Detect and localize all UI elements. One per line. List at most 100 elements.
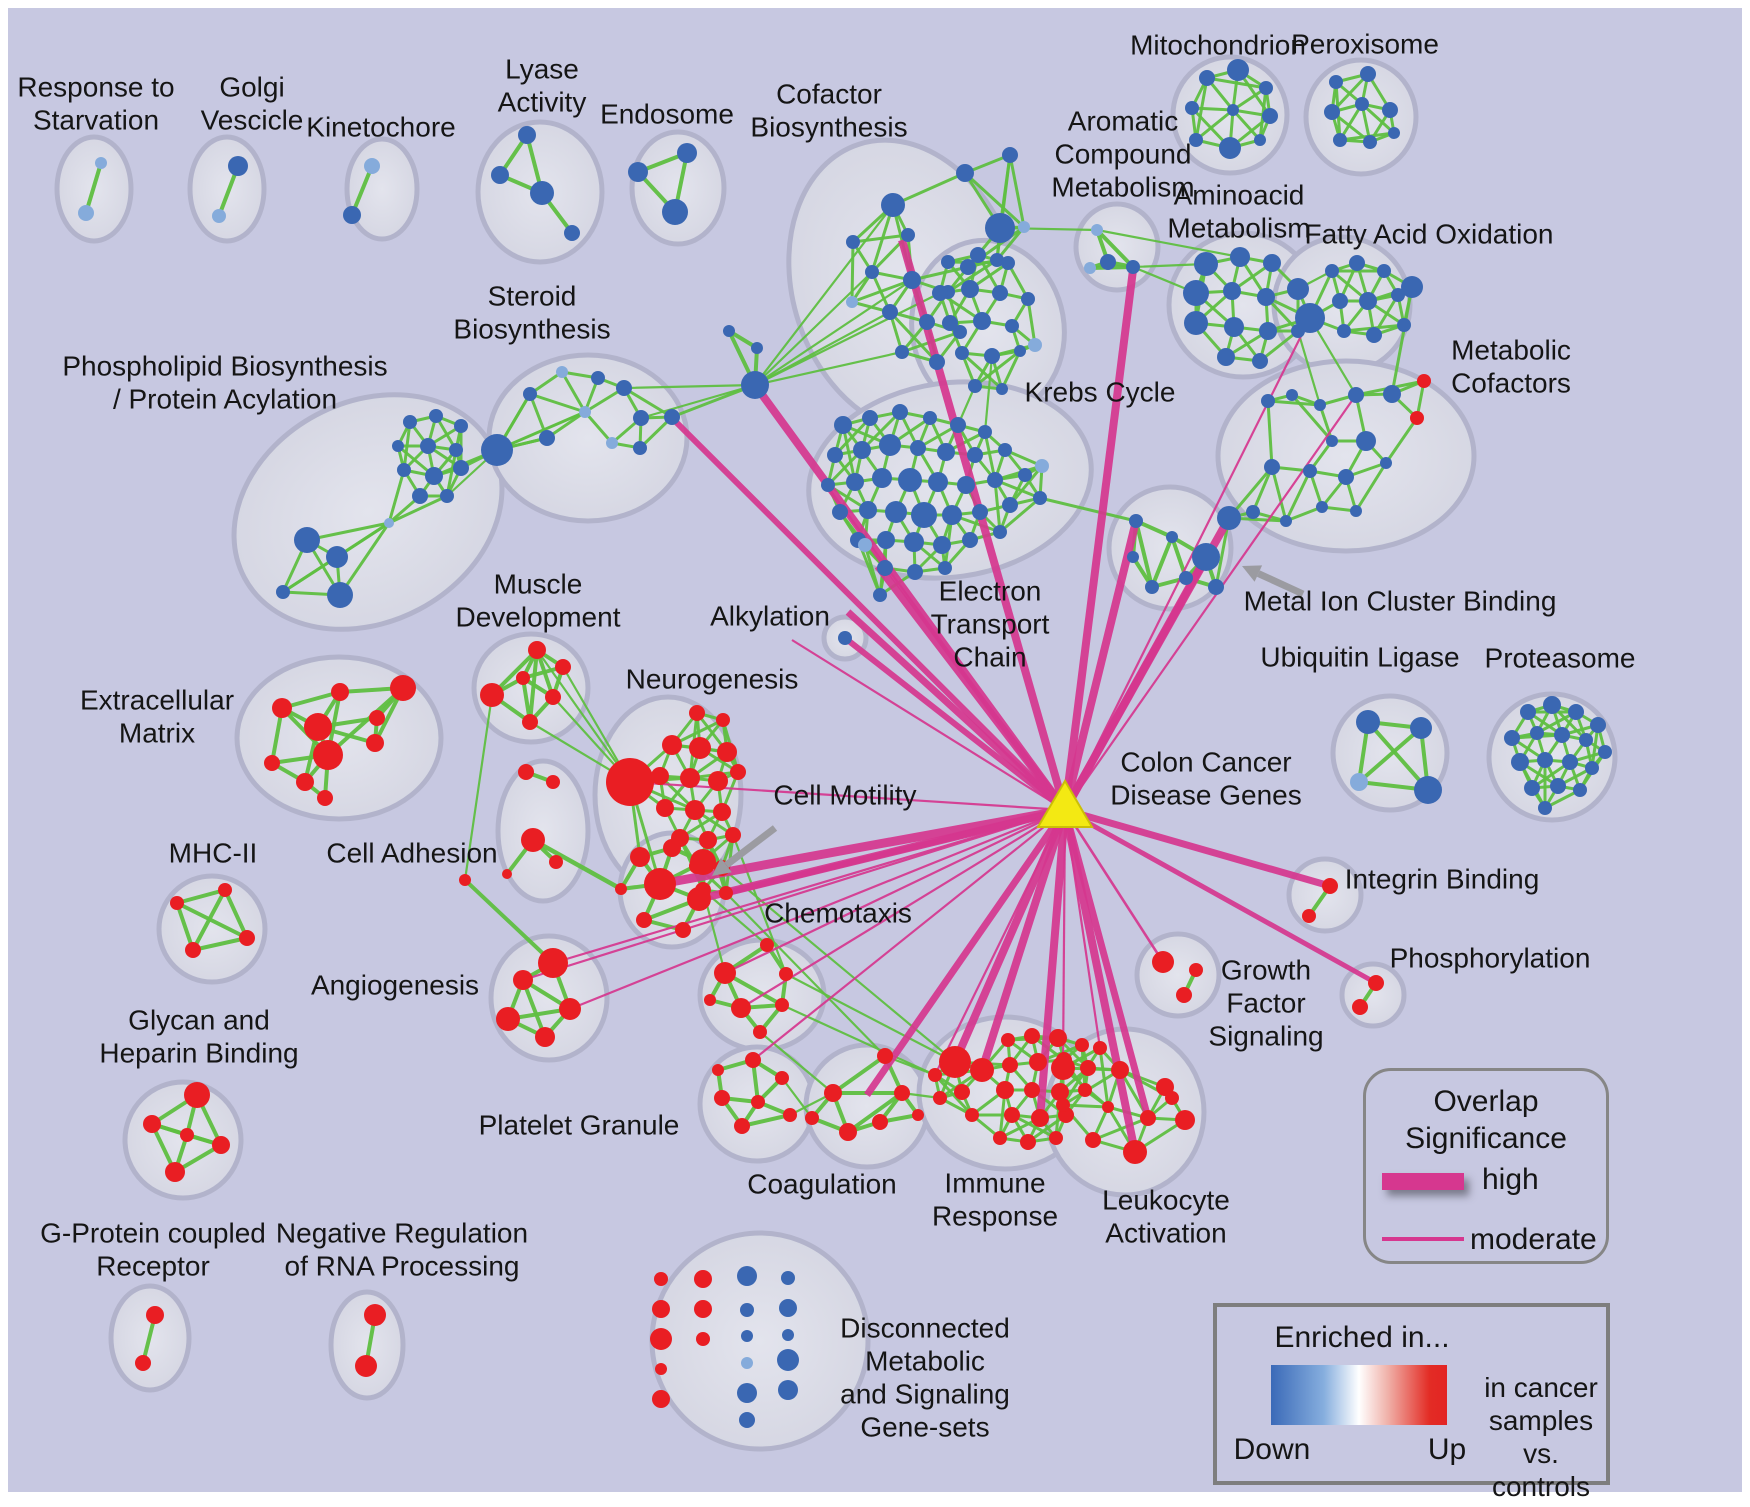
gene-set-node: [954, 1084, 970, 1100]
cluster-metabolic-cofactors: [1215, 358, 1477, 554]
gene-set-node: [714, 1090, 730, 1106]
gene-set-node: [1166, 531, 1178, 543]
gene-set-node: [937, 443, 955, 461]
gene-set-node: [846, 473, 864, 491]
gene-set-node: [1194, 252, 1218, 276]
gene-set-node: [928, 1068, 942, 1082]
green-edge: [463, 693, 494, 882]
green-edge: [740, 1113, 792, 1128]
gene-set-node: [910, 440, 926, 456]
gene-set-node: [1184, 311, 1208, 335]
gene-set-node: [1051, 1083, 1069, 1101]
gene-set-node: [1383, 385, 1401, 403]
label-aminoacid-metabolism: Metabolism: [1167, 212, 1310, 243]
gene-set-node: [1033, 491, 1047, 505]
gene-set-node: [662, 199, 688, 225]
green-edge: [850, 240, 855, 304]
gene-set-node: [928, 472, 948, 492]
gene-set-node: [865, 265, 879, 279]
green-edge: [963, 171, 1026, 229]
gene-set-node: [420, 438, 436, 454]
green-edge: [973, 349, 1022, 388]
gene-set-node: [628, 162, 648, 182]
gene-set-node: [523, 387, 537, 401]
gene-set-node: [1257, 288, 1275, 306]
green-edge: [1134, 519, 1154, 589]
nodes-growth-factor-signaling: [1152, 951, 1203, 1003]
gene-set-node: [730, 764, 746, 780]
gene-set-node: [403, 415, 417, 429]
green-edge: [995, 225, 1026, 262]
nodes-cell-adhesion: [502, 764, 563, 879]
gene-set-node: [898, 468, 922, 492]
gene-set-node: [491, 166, 509, 184]
green-edge: [84, 161, 103, 215]
label-cofactor-biosynthesis: Cofactor: [776, 78, 882, 109]
gene-set-node: [1185, 101, 1199, 115]
gene-set-node: [694, 1300, 712, 1318]
gene-set-node: [751, 342, 763, 354]
gene-set-node: [1189, 133, 1203, 147]
gene-set-node: [615, 883, 627, 895]
label-electron-transport-chain: Chain: [953, 641, 1026, 672]
green-edge: [530, 837, 624, 892]
gene-set-node: [655, 1363, 667, 1375]
nodes-coagulation: [805, 1048, 924, 1141]
gene-set-node: [218, 883, 232, 897]
label-muscle-development: Development: [456, 601, 621, 632]
gene-set-node: [146, 1306, 164, 1324]
annotation-arrow-head: [712, 857, 732, 876]
gene-set-node: [185, 942, 201, 958]
green-edge: [933, 1073, 974, 1117]
gene-set-node: [998, 443, 1012, 457]
green-edge: [528, 392, 587, 414]
gene-set-node: [1217, 348, 1235, 366]
gene-set-node: [1352, 999, 1368, 1015]
nodes-proteasome: [1504, 696, 1612, 815]
overlap-edge: [898, 238, 1069, 812]
gene-set-node: [1093, 1041, 1107, 1055]
gene-set-node: [839, 1123, 857, 1141]
gene-set-node: [429, 409, 443, 423]
gene-set-node: [827, 447, 843, 463]
gene-set-node: [1254, 134, 1266, 146]
green-edge: [1095, 228, 1135, 269]
gene-set-node: [616, 380, 632, 396]
gene-set-node: [564, 225, 580, 241]
gene-set-node: [885, 501, 907, 523]
green-edge: [1061, 1046, 1102, 1107]
gene-set-node: [872, 1114, 888, 1130]
green-edge: [1000, 349, 1022, 391]
overlap-edge: [1061, 809, 1067, 1069]
annotation-layer: [712, 565, 1305, 876]
gene-set-node: [903, 271, 921, 289]
gene-set-node: [1176, 987, 1192, 1003]
label-kinetochore: Kinetochore: [306, 111, 455, 142]
gene-set-node: [862, 410, 878, 426]
green-edge: [1266, 399, 1322, 407]
green-edge: [850, 278, 914, 304]
gene-set-node: [559, 998, 581, 1020]
gene-set-node: [516, 671, 530, 685]
gene-set-node: [942, 505, 962, 525]
green-edge: [1008, 464, 1044, 507]
gene-set-node: [663, 839, 681, 857]
gene-set-node: [1410, 717, 1432, 739]
overlap-edge: [752, 809, 1066, 1061]
label-angiogenesis: Angiogenesis: [311, 969, 479, 1000]
gene-set-node: [449, 443, 463, 457]
nodes-angiogenesis: [459, 874, 581, 1047]
gene-set-node: [1018, 468, 1032, 482]
gene-set-node: [1388, 127, 1400, 139]
gene-set-node: [1359, 292, 1377, 310]
gene-set-node: [1280, 515, 1292, 527]
gene-set-node: [708, 771, 728, 791]
green-edge: [833, 416, 872, 457]
gene-set-node: [1219, 137, 1241, 159]
gene-set-node: [654, 1272, 668, 1286]
gene-set-node: [1568, 704, 1584, 720]
gene-set-node: [425, 467, 443, 485]
gene-set-node: [78, 205, 94, 221]
green-edge: [983, 354, 994, 434]
gene-set-node: [687, 887, 711, 911]
